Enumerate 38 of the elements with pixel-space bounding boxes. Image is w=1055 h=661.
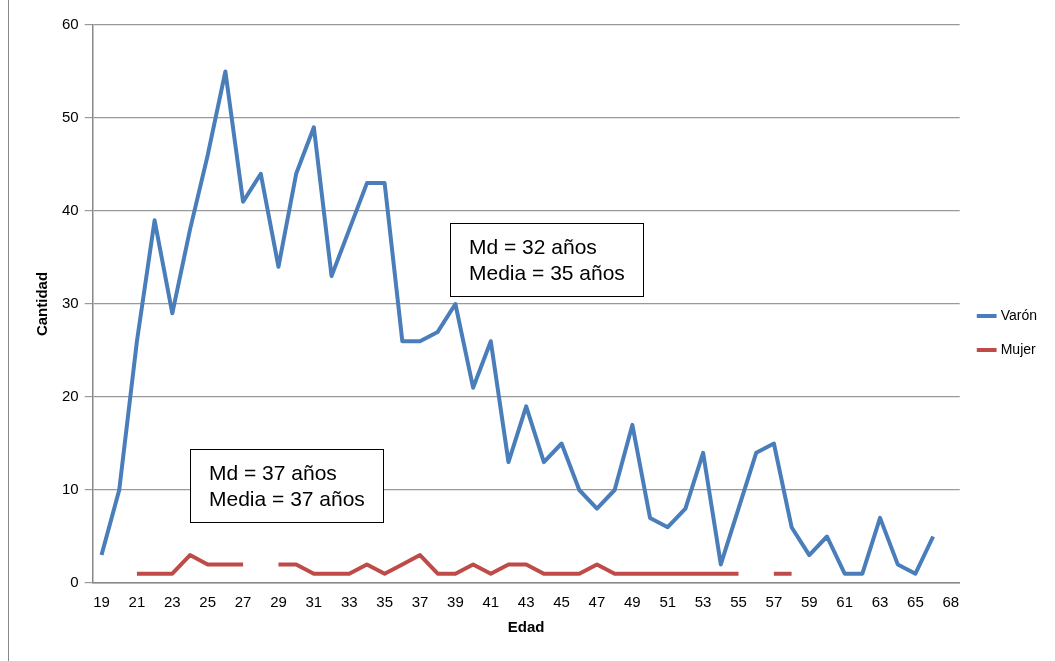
x-tick-label: 59 [800,593,818,611]
x-tick-label: 49 [624,593,641,611]
legend-label: Varón [1000,306,1038,323]
y-tick-label: 0 [70,573,79,591]
x-tick-label: 37 [411,593,429,611]
y-tick-label: 40 [62,201,79,219]
x-tick-label: 53 [694,593,712,611]
annotation: Md = 37 años Media = 37 años [190,449,384,523]
annotation: Md = 32 años Media = 35 años [450,223,644,297]
y-axis-title: Cantidad [33,271,51,337]
x-axis-title: Edad [507,618,545,636]
x-tick-label: 29 [270,593,287,611]
y-tick-label: 60 [62,15,79,33]
x-tick-label: 23 [163,593,181,611]
x-tick-label: 25 [199,593,217,611]
x-tick-label: 21 [128,593,146,611]
x-tick-label: 31 [305,593,323,611]
x-tick-label: 43 [517,593,535,611]
x-tick-label: 39 [447,593,464,611]
x-tick-label: 65 [907,593,924,611]
x-tick-label: 47 [588,593,606,611]
x-tick-label: 68 [942,593,960,611]
x-tick-label: 35 [376,593,393,611]
y-tick-label: 30 [62,294,79,312]
x-tick-label: 45 [553,593,570,611]
y-tick-label: 20 [62,387,79,405]
x-tick-label: 19 [93,593,110,611]
x-tick-label: 41 [482,593,500,611]
x-tick-label: 33 [340,593,358,611]
x-tick-label: 63 [871,593,889,611]
x-tick-label: 51 [659,593,677,611]
legend-label: Mujer [1000,340,1037,357]
y-tick-label: 50 [62,108,79,126]
x-tick-label: 55 [730,593,747,611]
y-tick-label: 10 [62,480,79,498]
x-tick-label: 57 [765,593,783,611]
x-tick-label: 61 [836,593,854,611]
x-tick-label: 27 [234,593,252,611]
